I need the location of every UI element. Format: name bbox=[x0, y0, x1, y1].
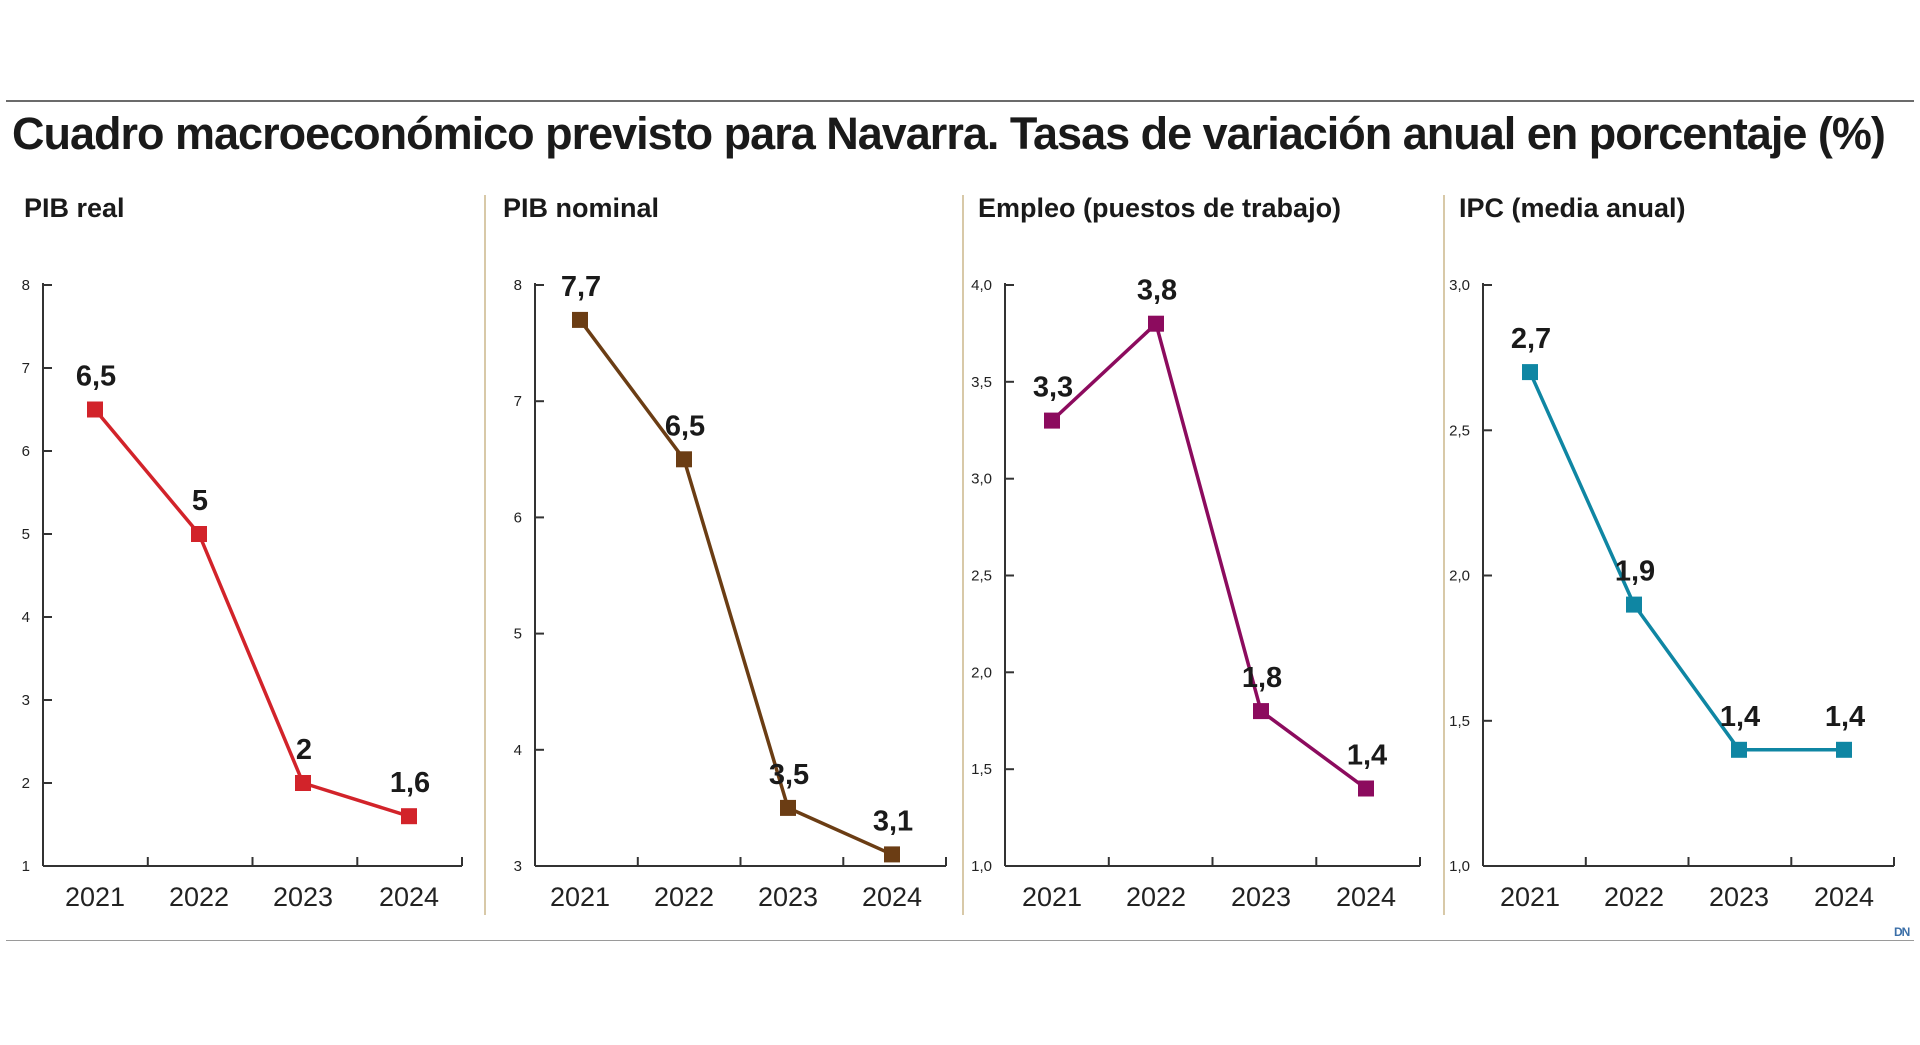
y-tick-label: 3,0 bbox=[971, 471, 992, 488]
y-tick-label: 3,5 bbox=[971, 374, 992, 391]
data-label: 3,1 bbox=[873, 805, 913, 837]
publisher-logo: DN bbox=[1894, 925, 1910, 939]
page-title: Cuadro macroeconómico previsto para Nava… bbox=[12, 108, 1886, 159]
x-tick-label: 2024 bbox=[379, 882, 439, 912]
data-label: 1,4 bbox=[1825, 701, 1865, 733]
x-tick-label: 2022 bbox=[1126, 882, 1186, 912]
x-tick-label: 2021 bbox=[550, 882, 610, 912]
x-tick-label: 2023 bbox=[1231, 882, 1291, 912]
panel-divider bbox=[962, 195, 964, 915]
y-tick-label: 3 bbox=[514, 858, 522, 875]
y-tick-label: 2,0 bbox=[971, 664, 992, 681]
y-tick-label: 2,0 bbox=[1449, 568, 1470, 585]
x-tick-label: 2024 bbox=[1336, 882, 1396, 912]
data-point bbox=[572, 311, 588, 328]
data-label: 6,5 bbox=[665, 410, 705, 442]
data-point bbox=[1731, 741, 1747, 758]
data-label: 3,5 bbox=[769, 759, 809, 791]
y-tick-label: 2 bbox=[22, 775, 30, 792]
data-point bbox=[295, 775, 311, 791]
x-tick-label: 2021 bbox=[65, 882, 125, 912]
data-label: 2,7 bbox=[1511, 323, 1551, 355]
y-tick-label: 7 bbox=[22, 360, 30, 377]
x-tick-label: 2024 bbox=[862, 882, 922, 912]
y-tick-label: 8 bbox=[22, 277, 30, 294]
data-label: 3,8 bbox=[1137, 275, 1177, 307]
x-tick-label: 2024 bbox=[1814, 882, 1874, 912]
data-label: 5 bbox=[192, 485, 208, 517]
data-label: 1,6 bbox=[390, 767, 430, 799]
y-tick-label: 6 bbox=[22, 443, 30, 460]
panel-title-pib-real: PIB real bbox=[24, 193, 125, 223]
data-point bbox=[884, 846, 900, 863]
y-tick-label: 5 bbox=[514, 626, 522, 643]
y-tick-label: 4 bbox=[22, 609, 30, 626]
series-line bbox=[1528, 371, 1844, 752]
panel-title-ipc: IPC (media anual) bbox=[1459, 193, 1686, 223]
y-tick-label: 2,5 bbox=[1449, 422, 1470, 439]
series-line bbox=[1050, 321, 1368, 790]
bottom-rule bbox=[6, 940, 1914, 941]
y-tick-label: 1,5 bbox=[1449, 713, 1470, 730]
data-point bbox=[1358, 780, 1374, 797]
y-tick-label: 6 bbox=[514, 509, 522, 526]
x-tick-label: 2023 bbox=[758, 882, 818, 912]
data-label: 1,9 bbox=[1615, 556, 1655, 588]
y-tick-label: 7 bbox=[514, 393, 522, 410]
y-tick-label: 5 bbox=[22, 526, 30, 543]
data-point bbox=[191, 526, 207, 542]
x-tick-label: 2021 bbox=[1500, 882, 1560, 912]
y-tick-label: 4,0 bbox=[971, 277, 992, 294]
data-point bbox=[1148, 315, 1164, 332]
data-point bbox=[1044, 412, 1060, 429]
top-rule bbox=[6, 100, 1914, 102]
data-label: 1,4 bbox=[1347, 740, 1387, 772]
panel-divider bbox=[1443, 195, 1445, 915]
x-tick-label: 2021 bbox=[1022, 882, 1082, 912]
panel-title-pib-nominal: PIB nominal bbox=[503, 193, 660, 223]
x-tick-label: 2022 bbox=[654, 882, 714, 912]
panel-title-empleo: Empleo (puestos de trabajo) bbox=[978, 193, 1342, 223]
y-tick-label: 1,0 bbox=[971, 858, 992, 875]
y-tick-label: 3 bbox=[22, 692, 30, 709]
data-point bbox=[780, 799, 796, 816]
x-tick-label: 2022 bbox=[169, 882, 229, 912]
y-tick-label: 2,5 bbox=[971, 568, 992, 585]
y-tick-label: 4 bbox=[514, 742, 522, 759]
data-point bbox=[401, 808, 417, 825]
data-label: 1,8 bbox=[1242, 662, 1282, 694]
data-point bbox=[676, 451, 692, 468]
x-tick-label: 2023 bbox=[273, 882, 333, 912]
y-tick-label: 1,0 bbox=[1449, 858, 1470, 875]
y-tick-label: 1 bbox=[22, 858, 30, 875]
series-line bbox=[578, 318, 893, 856]
data-point bbox=[1522, 364, 1538, 381]
data-label: 1,4 bbox=[1720, 701, 1760, 733]
data-point bbox=[1626, 596, 1642, 613]
x-tick-label: 2023 bbox=[1709, 882, 1769, 912]
y-tick-label: 8 bbox=[514, 277, 522, 294]
data-point bbox=[1253, 703, 1269, 720]
series-line bbox=[93, 408, 410, 818]
data-point bbox=[1836, 741, 1852, 758]
x-tick-label: 2022 bbox=[1604, 882, 1664, 912]
panel-divider bbox=[484, 195, 486, 915]
y-tick-label: 1,5 bbox=[971, 761, 992, 778]
data-point bbox=[87, 401, 103, 418]
data-label: 6,5 bbox=[76, 361, 116, 393]
data-label: 2 bbox=[296, 734, 312, 766]
y-tick-label: 3,0 bbox=[1449, 277, 1470, 294]
data-label: 7,7 bbox=[561, 271, 601, 303]
data-label: 3,3 bbox=[1033, 372, 1073, 404]
